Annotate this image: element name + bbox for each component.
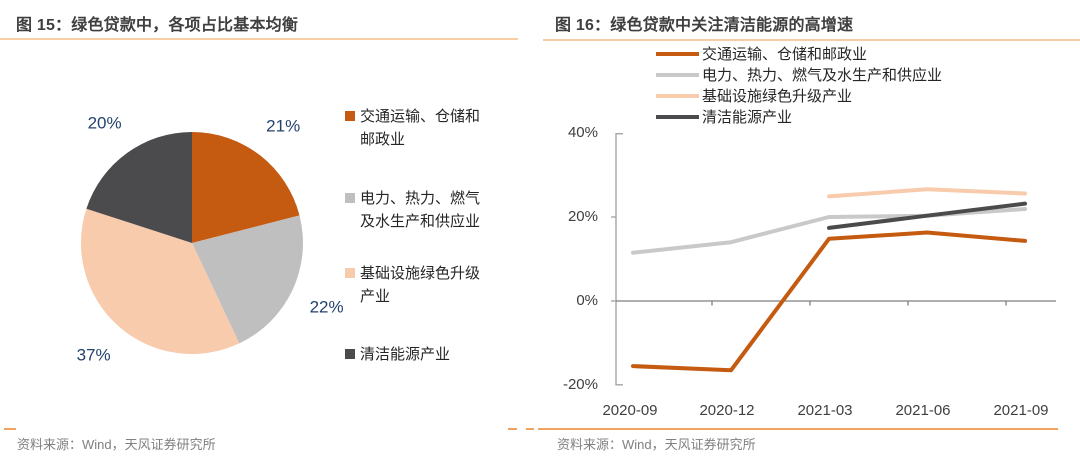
legend-item-clean-energy: 清洁能源产业	[656, 106, 942, 127]
legend-item-green-infrastructure: 基础设施绿色升级产业	[345, 262, 492, 308]
legend-line-swatch-power-utilities	[656, 72, 699, 77]
x-tick-label-2021-09: 2021-09	[993, 402, 1049, 419]
legend-line-swatch-clean-energy	[656, 114, 699, 119]
figure-15-title: 图 15：绿色贷款中，各项占比基本均衡	[16, 17, 299, 34]
pie-legend: 交通运输、仓储和邮政业 电力、热力、燃气及水生产和供应业 基础设施绿色升级产业 …	[345, 0, 535, 420]
x-tick-label-2020-09: 2020-09	[602, 402, 658, 419]
x-tick-label-2020-12: 2020-12	[699, 402, 755, 419]
pie-data-label-1: 22%	[310, 297, 344, 316]
legend-label-green-infrastructure: 基础设施绿色升级产业	[360, 265, 481, 305]
y-tick-label-40: 40%	[567, 124, 598, 141]
figure-15-panel: 图 15：绿色贷款中，各项占比基本均衡 21% 22% 37% 20% 交通运输、仓储…	[0, 0, 535, 452]
legend-item-clean-energy: 清洁能源产业	[345, 343, 492, 366]
legend-label-transport-postal: 交通运输、仓储和邮政业	[702, 46, 868, 63]
pie-slice-2	[80, 208, 240, 354]
legend-swatch-green-infrastructure	[345, 268, 355, 278]
line-series-3	[827, 201, 1027, 230]
pie-data-label-3: 20%	[88, 114, 122, 133]
legend-item-power-utilities: 电力、热力、燃气及水生产和供应业	[656, 64, 942, 85]
legend-swatch-power-utilities	[345, 193, 355, 203]
figure-16-title: 图 16：绿色贷款中关注清洁能源的高增速	[555, 17, 854, 34]
pie-data-label-0: 21%	[266, 117, 300, 136]
legend-label-clean-energy: 清洁能源产业	[702, 109, 793, 126]
figure-16-title-rule	[543, 39, 1080, 41]
pie-chart: 21% 22% 37% 20%	[77, 114, 344, 365]
legend-label-power-utilities: 电力、热力、燃气及水生产和供应业	[360, 190, 481, 230]
line-chart	[611, 132, 1056, 386]
legend-line-swatch-green-infrastructure	[656, 93, 699, 98]
pie-slice-1	[192, 215, 303, 344]
x-tick-label-2021-06: 2021-06	[895, 402, 951, 419]
pie-slice-0	[192, 132, 300, 243]
pie-slice-3	[86, 132, 192, 243]
figure-15-bottom-rule-dash-right	[508, 428, 517, 430]
figure-15-source: 资料来源：Wind，天风证券研究所	[17, 437, 216, 452]
line-series-2	[827, 187, 1027, 199]
legend-label-power-utilities: 电力、热力、燃气及水生产和供应业	[702, 67, 943, 84]
figure-15-bottom-rule-dash-left	[4, 428, 16, 430]
legend-label-green-infrastructure: 基础设施绿色升级产业	[702, 88, 853, 105]
legend-item-green-infrastructure: 基础设施绿色升级产业	[656, 85, 942, 106]
legend-item-power-utilities: 电力、热力、燃气及水生产和供应业	[345, 187, 492, 233]
legend-item-transport-postal: 交通运输、仓储和邮政业	[656, 43, 942, 64]
y-tick-label-20: 20%	[567, 208, 598, 225]
legend-item-transport-postal: 交通运输、仓储和邮政业	[345, 105, 492, 151]
legend-swatch-clean-energy	[345, 349, 355, 359]
y-tick-label-0: 0%	[576, 292, 598, 309]
x-tick-label-2021-03: 2021-03	[797, 402, 853, 419]
line-series-1	[631, 207, 1027, 255]
figure-16-panel: 图 16：绿色贷款中关注清洁能源的高增速 交通运输、仓储和邮政业 电力、热力、燃…	[540, 0, 1080, 463]
figure-15-title-rule	[0, 38, 518, 40]
y-tick-label-neg20: -20%	[562, 376, 598, 393]
legend-label-transport-postal: 交通运输、仓储和邮政业	[360, 108, 481, 148]
legend-swatch-transport-postal	[345, 111, 355, 121]
figure-16-bottom-rule-dash	[526, 428, 534, 430]
pie-data-label-2: 37%	[77, 346, 111, 365]
line-series-0	[631, 230, 1027, 373]
line-chart-legend: 交通运输、仓储和邮政业 电力、热力、燃气及水生产和供应业 基础设施绿色升级产业 …	[656, 43, 942, 127]
figure-16-bottom-rule	[538, 428, 1058, 430]
figure-16-source: 资料来源：Wind，天风证券研究所	[557, 437, 756, 452]
legend-line-swatch-transport-postal	[656, 51, 699, 56]
legend-label-clean-energy: 清洁能源产业	[360, 346, 451, 363]
